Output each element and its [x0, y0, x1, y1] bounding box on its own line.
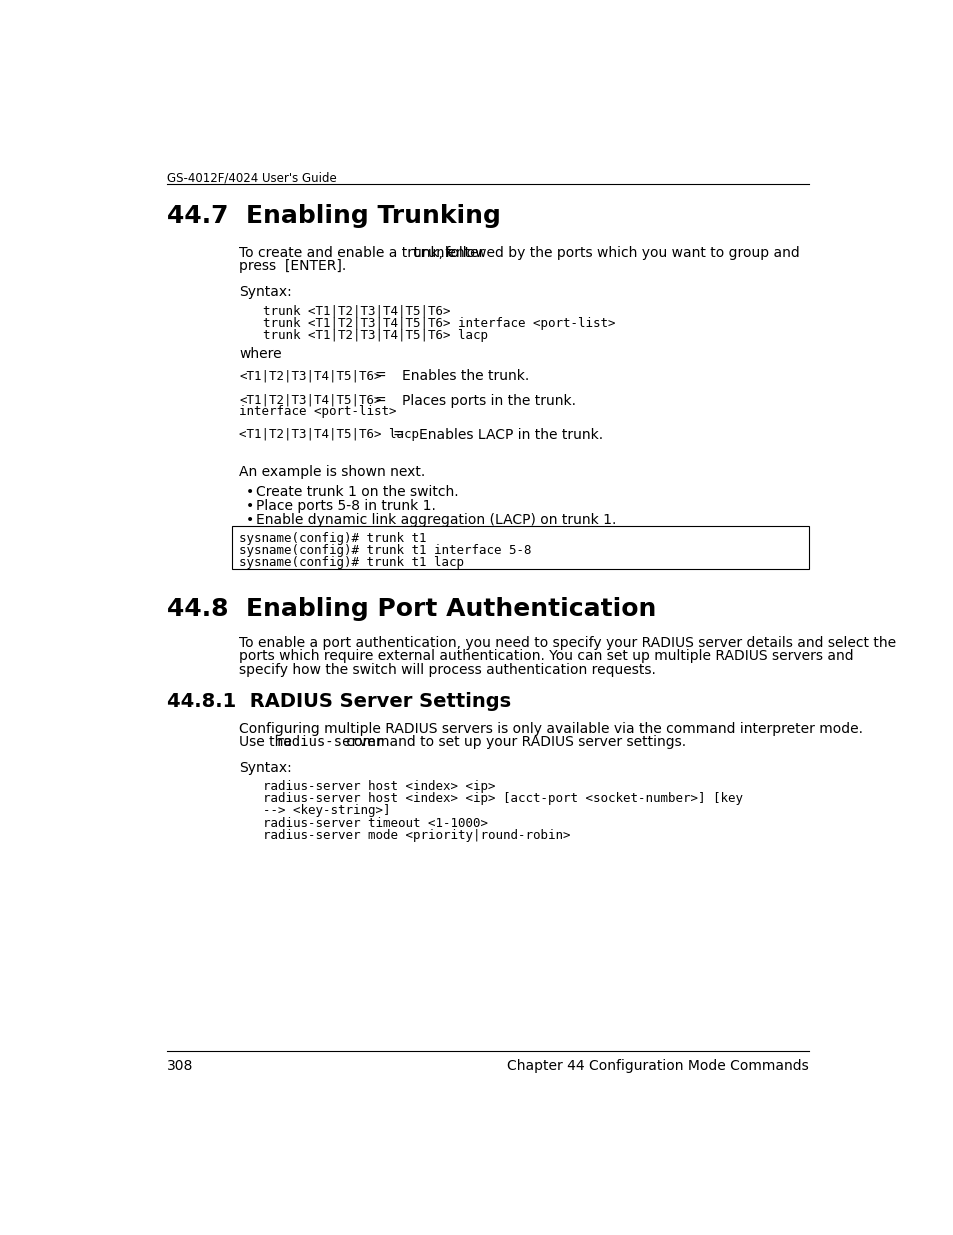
Text: followed by the ports which you want to group and: followed by the ports which you want to … — [440, 246, 799, 261]
Text: trunk <T1|T2|T3|T4|T5|T6> interface <port-list>: trunk <T1|T2|T3|T4|T5|T6> interface <por… — [262, 317, 615, 330]
Text: <T1|T2|T3|T4|T5|T6> lacp: <T1|T2|T3|T4|T5|T6> lacp — [239, 427, 419, 441]
Text: Place ports 5-8 in trunk 1.: Place ports 5-8 in trunk 1. — [256, 499, 436, 514]
Text: Enable dynamic link aggregation (LACP) on trunk 1.: Enable dynamic link aggregation (LACP) o… — [256, 514, 617, 527]
Text: Enables the trunk.: Enables the trunk. — [402, 369, 529, 383]
Text: Use the: Use the — [239, 735, 296, 748]
Text: trunk <T1|T2|T3|T4|T5|T6> lacp: trunk <T1|T2|T3|T4|T5|T6> lacp — [262, 330, 487, 342]
Text: To create and enable a trunk, enter: To create and enable a trunk, enter — [239, 246, 489, 261]
Text: radius-server host <index> <ip>: radius-server host <index> <ip> — [262, 779, 495, 793]
Text: radius-server: radius-server — [275, 735, 384, 748]
Text: Syntax:: Syntax: — [239, 285, 292, 299]
Text: •: • — [245, 514, 253, 527]
Text: 308: 308 — [167, 1060, 193, 1073]
Text: Configuring multiple RADIUS servers is only available via the command interprete: Configuring multiple RADIUS servers is o… — [239, 721, 862, 736]
Text: To enable a port authentication, you need to specify your RADIUS server details : To enable a port authentication, you nee… — [239, 636, 896, 651]
Text: sysname(config)# trunk t1 lacp: sysname(config)# trunk t1 lacp — [239, 556, 464, 569]
Text: <T1|T2|T3|T4|T5|T6>: <T1|T2|T3|T4|T5|T6> — [239, 369, 381, 382]
Text: trunk: trunk — [410, 246, 452, 261]
Text: specify how the switch will process authentication requests.: specify how the switch will process auth… — [239, 662, 656, 677]
Text: trunk <T1|T2|T3|T4|T5|T6>: trunk <T1|T2|T3|T4|T5|T6> — [262, 305, 450, 317]
Text: •: • — [245, 499, 253, 514]
Text: •: • — [245, 485, 253, 499]
Text: command to set up your RADIUS server settings.: command to set up your RADIUS server set… — [342, 735, 686, 748]
Text: sysname(config)# trunk t1 interface 5-8: sysname(config)# trunk t1 interface 5-8 — [239, 543, 532, 557]
Text: --> <key-string>]: --> <key-string>] — [262, 804, 390, 818]
Text: where: where — [239, 347, 282, 361]
Text: Enables LACP in the trunk.: Enables LACP in the trunk. — [418, 427, 602, 442]
Text: =: = — [375, 394, 386, 408]
Text: GS-4012F/4024 User's Guide: GS-4012F/4024 User's Guide — [167, 172, 336, 184]
Text: Chapter 44 Configuration Mode Commands: Chapter 44 Configuration Mode Commands — [507, 1060, 808, 1073]
Bar — [232, 526, 808, 569]
Text: interface <port-list>: interface <port-list> — [239, 405, 396, 419]
Text: 44.8.1  RADIUS Server Settings: 44.8.1 RADIUS Server Settings — [167, 692, 511, 711]
Text: Places ports in the trunk.: Places ports in the trunk. — [402, 394, 576, 408]
Text: =: = — [392, 427, 403, 442]
Text: radius-server host <index> <ip> [acct-port <socket-number>] [key: radius-server host <index> <ip> [acct-po… — [262, 792, 741, 805]
Text: <T1|T2|T3|T4|T5|T6>: <T1|T2|T3|T4|T5|T6> — [239, 394, 381, 406]
Text: An example is shown next.: An example is shown next. — [239, 466, 425, 479]
Text: 44.8  Enabling Port Authentication: 44.8 Enabling Port Authentication — [167, 597, 656, 621]
Text: 44.7  Enabling Trunking: 44.7 Enabling Trunking — [167, 204, 500, 227]
Text: Syntax:: Syntax: — [239, 761, 292, 776]
Text: Create trunk 1 on the switch.: Create trunk 1 on the switch. — [256, 485, 458, 499]
Text: ports which require external authentication. You can set up multiple RADIUS serv: ports which require external authenticat… — [239, 650, 853, 663]
Text: radius-server timeout <1-1000>: radius-server timeout <1-1000> — [262, 816, 487, 830]
Text: =: = — [375, 369, 386, 383]
Text: sysname(config)# trunk t1: sysname(config)# trunk t1 — [239, 531, 426, 545]
Text: radius-server mode <priority|round-robin>: radius-server mode <priority|round-robin… — [262, 829, 570, 842]
Text: press  [ENTER].: press [ENTER]. — [239, 259, 346, 273]
